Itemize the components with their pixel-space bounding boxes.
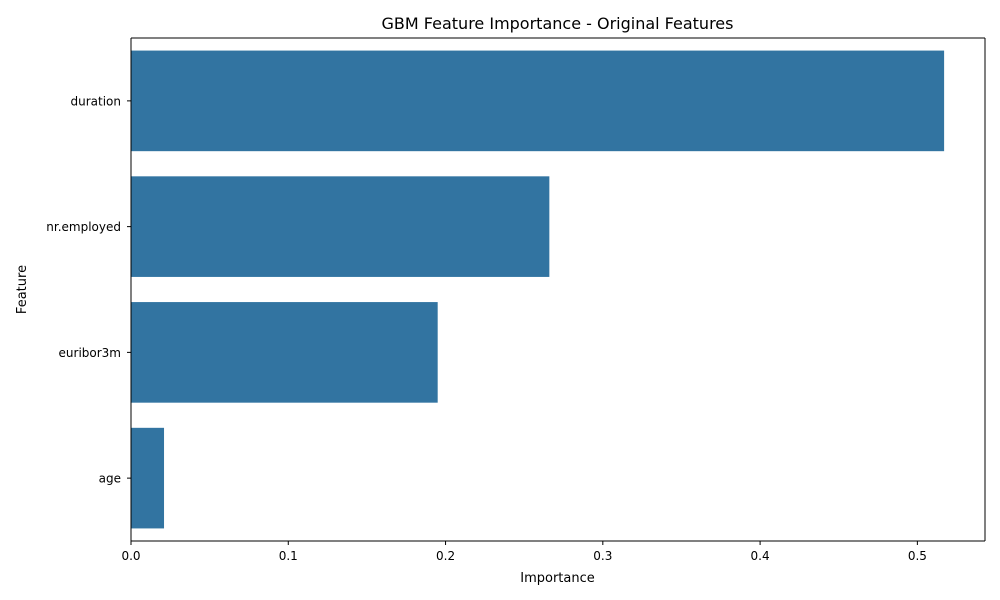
x-tick-label: 0.0 [121, 549, 140, 563]
y-tick-label: duration [71, 94, 122, 108]
bar-duration [131, 50, 945, 152]
y-tick-label: age [99, 472, 121, 486]
y-axis-label: Feature [15, 265, 30, 314]
y-axis-ticks: duration nr.employed euribor3m age [46, 94, 131, 486]
x-tick-label: 0.1 [279, 549, 298, 563]
x-tick-label: 0.3 [593, 549, 612, 563]
x-axis-ticks: 0.0 0.1 0.2 0.3 0.4 0.5 [121, 541, 927, 563]
bar-nr-employed [131, 176, 550, 277]
x-axis-label: Importance [520, 571, 595, 586]
axes-frame [130, 37, 986, 542]
bar-euribor3m [131, 302, 438, 403]
x-tick-label: 0.4 [751, 549, 770, 563]
chart-title: GBM Feature Importance - Original Featur… [382, 14, 734, 33]
x-tick-label: 0.5 [908, 549, 927, 563]
bars-group [131, 50, 945, 529]
bar-age [131, 427, 165, 529]
y-tick-label: nr.employed [46, 220, 121, 234]
y-tick-label: euribor3m [59, 346, 121, 360]
x-tick-label: 0.2 [436, 549, 455, 563]
